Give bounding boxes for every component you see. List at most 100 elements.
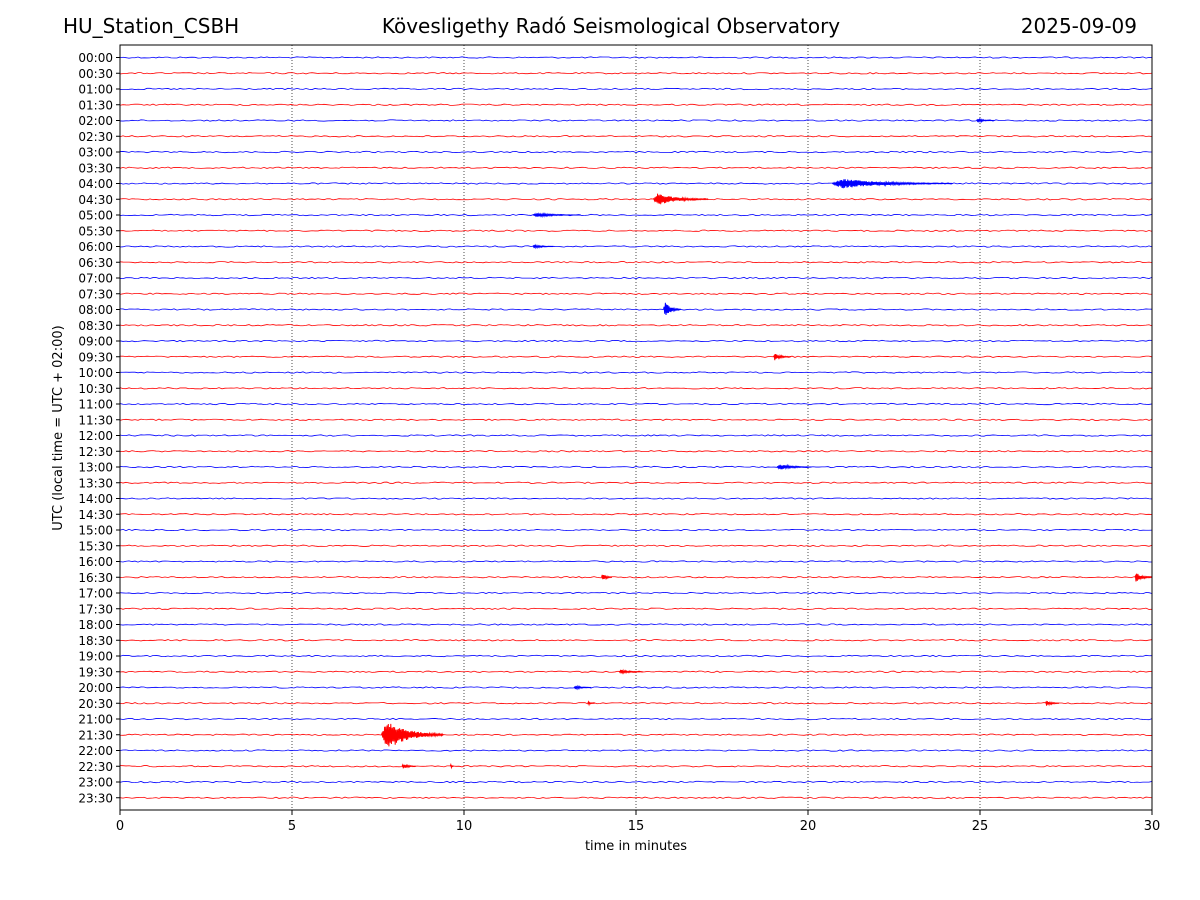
trace-line: [119, 702, 1153, 705]
trace-line: [119, 135, 1153, 138]
trace-line: [119, 497, 1153, 500]
trace-line: [119, 749, 1153, 752]
y-tick-label: 22:30: [78, 760, 113, 774]
y-tick-label: 01:00: [78, 83, 113, 97]
trace-line: [119, 150, 1153, 154]
seismic-event: [976, 117, 994, 124]
y-tick-label: 04:00: [78, 177, 113, 191]
trace-line: [119, 686, 1153, 689]
seismic-event: [652, 193, 709, 205]
y-tick-label: 17:00: [78, 587, 113, 601]
x-tick-label: 30: [1144, 819, 1161, 834]
x-tick-label: 0: [116, 819, 124, 834]
y-tick-label: 09:00: [78, 335, 113, 349]
trace-line: [119, 544, 1153, 547]
trace-line: [119, 560, 1153, 563]
y-tick-label: 21:00: [78, 713, 113, 727]
trace-line: [119, 87, 1153, 91]
chart-title: Kövesligethy Radó Seismological Observat…: [381, 14, 841, 38]
trace-line: [119, 56, 1153, 59]
trace-line: [119, 402, 1153, 406]
y-tick-label: 11:30: [78, 413, 113, 427]
trace-line: [119, 639, 1153, 642]
trace-line: [119, 765, 1153, 768]
seismic-event: [831, 179, 953, 189]
y-tick-label: 01:30: [78, 98, 113, 112]
trace-line: [119, 308, 1153, 311]
y-tick-label: 14:00: [78, 492, 113, 506]
trace-line: [119, 717, 1153, 721]
seismic-event: [1134, 573, 1153, 582]
trace-line: [119, 245, 1153, 248]
y-tick-label: 04:30: [78, 193, 113, 207]
y-tick-label: 05:30: [78, 224, 113, 238]
y-tick-label: 06:00: [78, 240, 113, 254]
seismic-event: [532, 212, 582, 219]
trace-line: [119, 434, 1153, 437]
trace-line: [119, 418, 1153, 421]
y-tick-label: 05:00: [78, 209, 113, 223]
y-tick-label: 12:30: [78, 445, 113, 459]
trace-line: [119, 103, 1153, 106]
trace-line: [119, 796, 1153, 799]
trace-line: [119, 198, 1153, 201]
seismic-event: [401, 763, 416, 769]
seismic-event: [1044, 700, 1060, 707]
y-tick-label: 13:00: [78, 461, 113, 475]
y-tick-label: 19:30: [78, 665, 113, 679]
trace-line: [119, 166, 1153, 169]
trace-line: [119, 450, 1153, 453]
y-tick-label: 00:30: [78, 67, 113, 81]
trace-line: [119, 576, 1153, 579]
station-label: HU_Station_CSBH: [63, 14, 240, 38]
y-tick-label: 14:30: [78, 508, 113, 522]
trace-line: [119, 513, 1153, 516]
trace-line: [119, 465, 1153, 469]
y-axis-label: UTC (local time = UTC + 02:00): [51, 325, 66, 530]
date-label: 2025-09-09: [1020, 14, 1137, 38]
y-tick-label: 21:30: [78, 728, 113, 742]
x-tick-label: 10: [456, 819, 473, 834]
y-tick-label: 17:30: [78, 602, 113, 616]
y-tick-label: 18:30: [78, 634, 113, 648]
plot-frame: [119, 44, 1153, 811]
trace-line: [119, 72, 1153, 75]
seismic-event: [532, 243, 554, 250]
y-tick-label: 09:30: [78, 350, 113, 364]
seismic-event: [449, 762, 454, 770]
trace-line: [119, 276, 1153, 280]
seismic-event: [587, 700, 595, 707]
seismic-event: [618, 668, 644, 675]
trace-line: [119, 623, 1153, 626]
y-tick-label: 18:00: [78, 618, 113, 632]
trace-line: [119, 339, 1153, 343]
trace-line: [119, 182, 1153, 185]
x-tick-label: 15: [628, 819, 645, 834]
y-tick-label: 20:30: [78, 697, 113, 711]
seismic-event: [776, 463, 812, 471]
seismic-event: [380, 723, 444, 747]
y-tick-label: 16:00: [78, 555, 113, 569]
y-tick-label: 03:00: [78, 146, 113, 160]
trace-line: [119, 261, 1153, 264]
seismic-event: [663, 302, 682, 315]
y-tick-label: 20:00: [78, 681, 113, 695]
y-tick-label: 15:00: [78, 524, 113, 538]
x-tick-label: 20: [800, 819, 817, 834]
y-tick-label: 07:00: [78, 272, 113, 286]
y-tick-label: 23:30: [78, 791, 113, 805]
trace-line: [119, 229, 1153, 232]
y-tick-label: 23:00: [78, 776, 113, 790]
trace-line: [119, 591, 1153, 595]
y-tick-label: 10:00: [78, 366, 113, 380]
x-axis-label: time in minutes: [585, 839, 687, 854]
y-tick-label: 19:00: [78, 650, 113, 664]
trace-line: [119, 324, 1153, 327]
trace-line: [119, 355, 1153, 358]
trace-line: [119, 481, 1153, 484]
trace-line: [119, 292, 1153, 295]
seismic-event: [601, 574, 613, 581]
trace-line: [119, 387, 1153, 390]
x-tick-label: 5: [288, 819, 296, 834]
